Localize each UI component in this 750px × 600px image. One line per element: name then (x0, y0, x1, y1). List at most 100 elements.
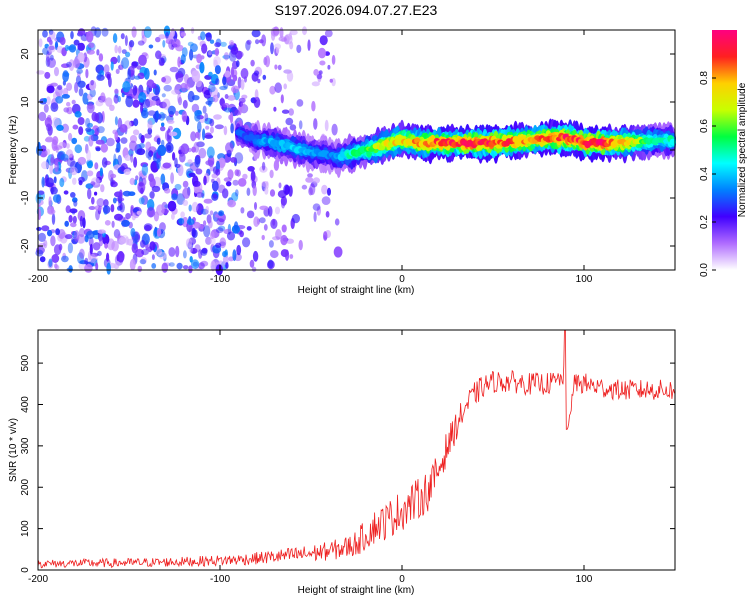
colorbar-tick-label: 0.8 (699, 71, 710, 85)
heatmap-cell (182, 265, 189, 270)
heatmap-cell (125, 51, 131, 58)
heatmap-cell (120, 137, 128, 144)
heatmap-cell (203, 198, 213, 204)
heatmap-cell (130, 153, 134, 163)
heatmap-cell (87, 188, 92, 200)
heatmap-cell (174, 183, 182, 191)
heatmap-cell (253, 216, 260, 227)
snr-frame (37, 329, 676, 571)
heatmap-cell (86, 49, 95, 55)
heatmap-cell (267, 206, 273, 217)
heatmap-cell (270, 42, 274, 55)
colorbar-tick-label: 0.2 (699, 215, 710, 229)
heatmap-cell (137, 265, 143, 273)
heatmap-cell (162, 98, 171, 110)
heatmap-cell (37, 190, 45, 195)
heatmap-cell (119, 123, 128, 133)
heatmap-cell (280, 94, 284, 104)
heatmap-cell (283, 83, 288, 90)
heatmap-cell (175, 245, 180, 258)
heatmap-cell (102, 95, 107, 103)
heatmap-cell (325, 211, 330, 218)
heatmap-cell (275, 229, 282, 240)
heatmap-cell (246, 210, 255, 219)
heatmap-cell (54, 66, 59, 77)
heatmap-cell (195, 168, 203, 175)
heatmap-cell (269, 189, 276, 197)
heatmap-cell (171, 89, 180, 95)
heatmap-cell (232, 249, 237, 262)
heatmap-cell (38, 111, 47, 122)
heatmap-cell (125, 236, 129, 246)
heatmap-cell (87, 42, 95, 48)
heatmap-cell (85, 117, 91, 128)
heatmap-cell (322, 150, 329, 156)
heatmap-cell (203, 175, 207, 186)
heatmap-cell (71, 137, 78, 145)
heatmap-cell (82, 217, 86, 229)
heatmap-cell (215, 168, 221, 176)
heatmap-cell (227, 199, 237, 208)
heatmap-cell (112, 33, 118, 44)
heatmap-cell (138, 54, 147, 66)
heatmap-cell (311, 100, 316, 112)
x-tick-label: 0 (399, 574, 405, 585)
heatmap-cell (114, 88, 119, 95)
heatmap-cell (205, 100, 213, 105)
heatmap-cell (216, 218, 225, 226)
heatmap-cell (86, 31, 94, 43)
heatmap-cell (167, 119, 175, 124)
heatmap-cell (220, 41, 227, 47)
heatmap-cell (96, 49, 100, 56)
heatmap-cell (92, 242, 101, 251)
heatmap-cell (54, 263, 58, 269)
heatmap-cell (213, 114, 222, 120)
heatmap-cell (143, 26, 152, 38)
heatmap-cell (131, 212, 136, 221)
heatmap-cell (66, 82, 73, 92)
heatmap-cell (240, 207, 245, 214)
heatmap-cell (124, 154, 132, 161)
heatmap-cell (319, 35, 328, 46)
heatmap-cell (64, 220, 69, 227)
heatmap-cell (161, 93, 166, 98)
heatmap-cell (274, 64, 278, 70)
heatmap-cell (228, 256, 234, 262)
colorbar: 0.0 0.2 0.4 0.6 0.8 Normalized spectral ampl… (699, 30, 748, 277)
heatmap-cell (46, 85, 55, 94)
heatmap-cell (96, 198, 105, 207)
heatmap-cell (111, 240, 119, 252)
heatmap-cell (312, 177, 320, 184)
heatmap-cell (286, 71, 294, 82)
heatmap-cell (133, 118, 139, 127)
x-tick-label: -100 (210, 274, 230, 285)
heatmap-cell (114, 116, 118, 126)
heatmap-cell (73, 39, 80, 46)
heatmap-cell (274, 82, 283, 93)
heatmap-cell (68, 59, 75, 71)
heatmap-cell (62, 70, 69, 82)
heatmap-cell (197, 110, 202, 115)
heatmap-cell (208, 71, 213, 77)
heatmap-cell (296, 99, 304, 107)
heatmap-cell (259, 205, 269, 211)
heatmap-cell (288, 32, 292, 40)
heatmap-cell (236, 169, 241, 177)
heatmap-cell (110, 61, 114, 71)
heatmap-cell (48, 196, 52, 209)
heatmap-cell (213, 56, 221, 66)
heatmap-cell (273, 106, 277, 112)
heatmap-cell (138, 142, 145, 149)
heatmap-cell (156, 137, 161, 145)
heatmap-cell (192, 261, 199, 267)
heatmap-cell (147, 151, 152, 161)
spectrogram-y-ticks: -20 -10 0 10 20 (20, 48, 675, 253)
heatmap-cell (205, 236, 212, 245)
heatmap-cell (318, 70, 323, 75)
heatmap-cell (42, 30, 48, 38)
heatmap-cell (187, 90, 195, 103)
heatmap-cell (197, 121, 202, 133)
heatmap-cell (198, 249, 203, 259)
heatmap-cell (187, 159, 193, 165)
heatmap-cell (168, 131, 178, 137)
